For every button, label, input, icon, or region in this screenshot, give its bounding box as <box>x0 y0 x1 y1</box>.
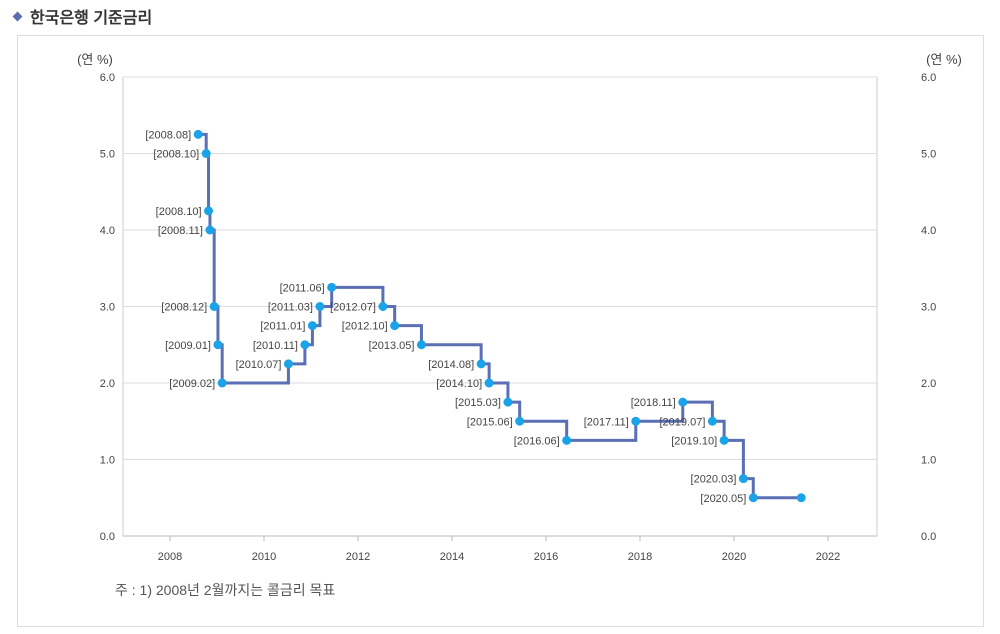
chart-container <box>17 35 984 627</box>
data-point <box>748 493 758 503</box>
data-point <box>378 302 388 311</box>
data-label: [2008.10] <box>153 149 199 161</box>
data-point <box>631 416 641 426</box>
data-point <box>193 129 203 139</box>
x-tick-label: 2016 <box>534 551 558 563</box>
y-tick-right: 2.0 <box>921 378 936 390</box>
data-point <box>678 397 688 407</box>
title-text: 한국은행 기준금리 <box>30 10 153 27</box>
data-point <box>300 340 310 350</box>
data-label: [2015.06] <box>467 416 513 428</box>
data-point <box>503 397 513 407</box>
data-label: [2019.07] <box>660 416 706 428</box>
x-tick-label: 2022 <box>816 551 840 563</box>
data-label: [2018.11] <box>631 397 676 409</box>
y-axis-label-right: (연 %) <box>926 52 962 67</box>
y-tick-left: 4.0 <box>100 225 115 237</box>
data-point <box>315 302 325 311</box>
data-point <box>283 359 293 369</box>
data-point <box>209 302 219 311</box>
y-tick-right: 4.0 <box>921 225 936 237</box>
data-point <box>707 416 717 426</box>
data-point <box>205 225 215 235</box>
data-point <box>416 340 426 350</box>
y-tick-right: 5.0 <box>921 149 936 161</box>
y-tick-right: 0.0 <box>921 531 936 543</box>
y-tick-right: 6.0 <box>921 72 936 84</box>
data-point <box>390 321 400 331</box>
data-point <box>738 474 748 484</box>
x-tick-label: 2018 <box>628 551 652 563</box>
data-label: [2011.03] <box>268 302 313 314</box>
data-label: [2020.03] <box>691 474 737 486</box>
y-tick-right: 1.0 <box>921 455 936 467</box>
data-label: [2011.06] <box>280 282 325 294</box>
data-point <box>796 493 806 503</box>
data-label: [2016.06] <box>514 435 560 447</box>
x-tick-label: 2014 <box>440 551 464 563</box>
data-point <box>515 416 525 426</box>
data-point <box>327 282 337 292</box>
data-label: [2014.08] <box>428 359 474 371</box>
data-label: [2020.05] <box>700 493 746 505</box>
y-tick-left: 5.0 <box>100 149 115 161</box>
data-point <box>562 435 572 445</box>
y-tick-left: 6.0 <box>100 72 115 84</box>
y-tick-right: 3.0 <box>921 302 936 314</box>
data-label: [2010.11] <box>253 340 298 352</box>
data-label: [2014.10] <box>436 378 482 390</box>
data-label: [2015.03] <box>455 397 501 409</box>
footnote: 주 : 1) 2008년 2월까지는 콜금리 목표 <box>115 582 336 598</box>
data-point <box>217 378 227 388</box>
data-label: [2019.10] <box>671 435 717 447</box>
y-tick-left: 0.0 <box>100 531 115 543</box>
data-label: [2012.07] <box>330 302 376 314</box>
data-point <box>476 359 486 369</box>
x-tick-label: 2008 <box>158 551 182 563</box>
data-label: [2008.08] <box>145 129 191 141</box>
data-label: [2011.01] <box>260 321 305 333</box>
data-label: [2013.05] <box>369 340 415 352</box>
data-label: [2010.07] <box>236 359 282 371</box>
x-tick-label: 2010 <box>252 551 276 563</box>
data-label: [2008.12] <box>161 302 207 314</box>
data-point <box>484 378 494 388</box>
x-tick-label: 2012 <box>346 551 370 563</box>
chart-title: 한국은행 기준금리 <box>12 4 153 28</box>
data-point <box>201 149 211 158</box>
data-point <box>204 206 214 216</box>
y-tick-left: 1.0 <box>100 455 115 467</box>
data-point <box>719 435 729 445</box>
x-tick-label: 2020 <box>722 551 746 563</box>
y-axis-label-left: (연 %) <box>77 52 113 67</box>
data-label: [2008.11] <box>158 225 203 237</box>
data-label: [2009.01] <box>165 340 211 352</box>
data-label: [2017.11] <box>584 416 629 428</box>
data-point <box>307 321 317 331</box>
data-label: [2008.10] <box>156 206 202 218</box>
data-point <box>213 340 223 350</box>
y-tick-left: 2.0 <box>100 378 115 390</box>
y-tick-left: 3.0 <box>100 302 115 314</box>
data-label: [2012.10] <box>342 321 388 333</box>
data-label: [2009.02] <box>169 378 215 390</box>
